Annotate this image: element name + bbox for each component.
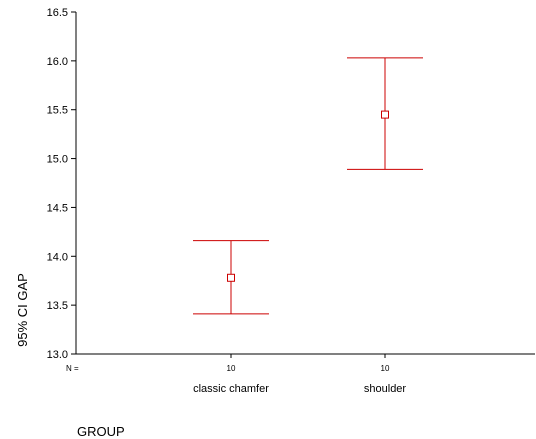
y-axis-title: 95% CI GAP — [15, 273, 30, 347]
n-value: 10 — [227, 364, 236, 373]
y-tick-label: 13.5 — [47, 300, 68, 312]
y-tick-label: 14.5 — [47, 202, 68, 214]
error-bar-classic-chamfer — [193, 240, 269, 315]
y-tick-label: 15.0 — [47, 154, 68, 166]
n-label: N = — [66, 364, 79, 373]
mean-marker — [381, 110, 389, 119]
y-tick-label: 13.0 — [47, 349, 68, 361]
mean-marker — [227, 273, 235, 282]
category-label: classic chamfer — [193, 383, 269, 395]
y-tick-label: 15.5 — [47, 105, 68, 117]
error-bars — [193, 57, 423, 315]
y-tick-label: 16.5 — [47, 7, 68, 19]
y-tick-label: 16.0 — [47, 56, 68, 68]
error-bar-shoulder — [347, 57, 423, 170]
n-value: 10 — [381, 364, 390, 373]
x-axis-title: GROUP — [77, 424, 125, 439]
x-axis-labels: 10 classic chamfer 10 shoulder — [193, 354, 406, 395]
y-axis-ticks: 13.0 13.5 14.0 14.5 15.0 15.5 16.0 16.5 — [47, 7, 76, 361]
axes — [75, 12, 535, 355]
category-label: shoulder — [364, 383, 407, 395]
y-tick-label: 14.0 — [47, 251, 68, 263]
